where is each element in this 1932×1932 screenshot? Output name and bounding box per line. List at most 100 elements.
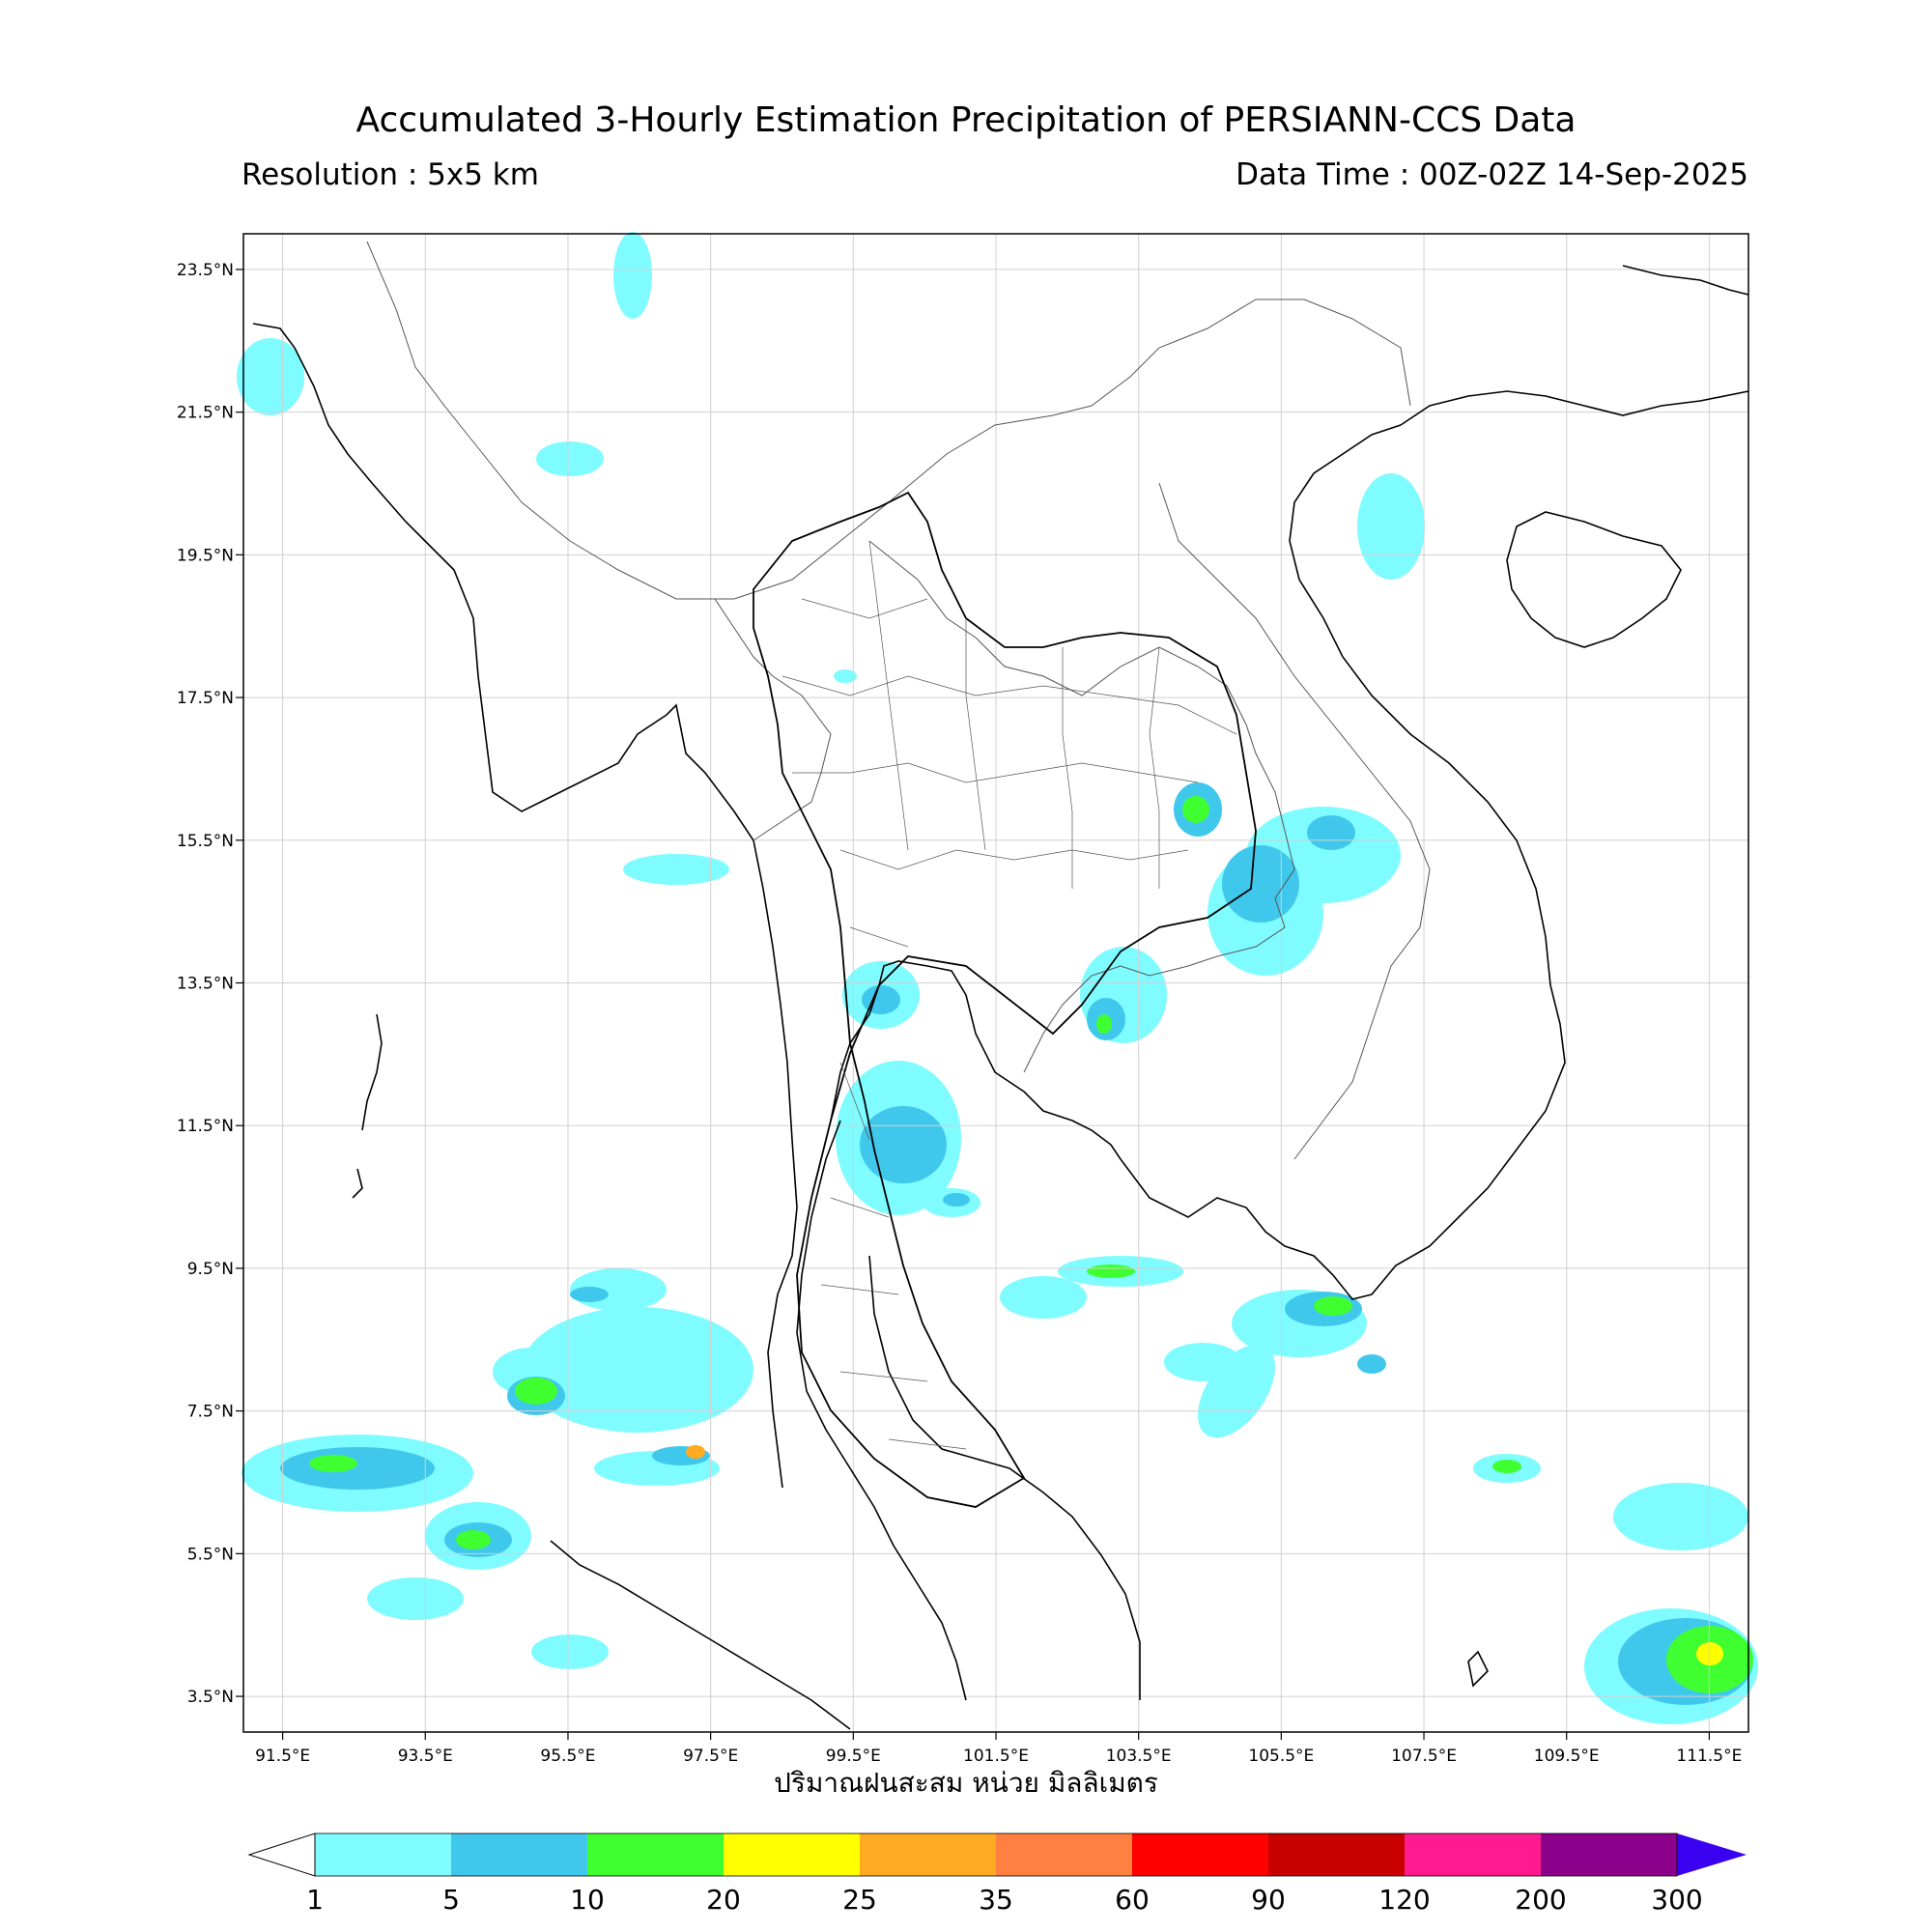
x-tick-label: 101.5°E xyxy=(963,1747,1029,1766)
x-tick-label: 107.5°E xyxy=(1391,1747,1457,1766)
y-tick-label: 3.5°N xyxy=(187,1688,234,1707)
rain-area xyxy=(531,1634,609,1669)
colorbar-label: 200 xyxy=(1515,1884,1566,1916)
colorbar-label: 20 xyxy=(706,1884,741,1916)
colorbar-label: 90 xyxy=(1251,1884,1286,1916)
rain-area xyxy=(1357,473,1425,580)
x-tick-label: 103.5°E xyxy=(1106,1747,1172,1766)
colorbar-segment xyxy=(1268,1833,1405,1876)
x-tick-label: 105.5°E xyxy=(1248,1747,1314,1766)
colorbar-segment xyxy=(451,1833,587,1876)
y-tick-label: 5.5°N xyxy=(187,1545,234,1564)
colorbar-label: 60 xyxy=(1115,1884,1150,1916)
colorbar-label: 10 xyxy=(570,1884,605,1916)
thailand-provinces xyxy=(781,540,1237,1450)
y-tick-label: 19.5°N xyxy=(177,546,234,565)
rain-area xyxy=(1182,796,1209,823)
rain-area xyxy=(834,669,857,683)
rain-area xyxy=(515,1378,557,1405)
rain-area xyxy=(237,338,304,415)
x-tick-label: 91.5°E xyxy=(255,1747,310,1766)
colorbar-segment xyxy=(1405,1833,1541,1876)
coastline-myanmar xyxy=(252,323,798,1489)
rain-area xyxy=(1492,1460,1521,1473)
x-tick-label: 111.5°E xyxy=(1676,1747,1742,1766)
border-layer xyxy=(366,241,1431,1160)
rain-area xyxy=(1096,1014,1112,1034)
x-axis-label: ปริมาณฝนสะสม หน่วย มิลลิเมตร xyxy=(774,1767,1158,1799)
colorbar-segment xyxy=(724,1833,860,1876)
rain-area xyxy=(367,1577,464,1620)
resolution-label: Resolution : 5x5 km xyxy=(242,157,539,192)
coastline-cambodia-vietnam xyxy=(1120,424,1566,1300)
colorbar-label: 300 xyxy=(1651,1884,1702,1916)
colorbar: 1 5 10 20 25 35 60 90 120 200 300 xyxy=(247,1833,1747,1916)
thailand-boundary xyxy=(753,491,1257,1508)
graticule xyxy=(243,234,1748,1732)
colorbar-over-arrow xyxy=(1677,1833,1747,1876)
x-tick-label: 95.5°E xyxy=(540,1747,595,1766)
colorbar-segment xyxy=(1132,1833,1268,1876)
colorbar-label: 1 xyxy=(306,1884,324,1916)
border-thai-myanmar xyxy=(714,598,832,841)
rain-area xyxy=(309,1455,357,1472)
colorbar-frame xyxy=(314,1833,1678,1877)
rain-area xyxy=(862,985,900,1014)
y-tick-label: 11.5°N xyxy=(177,1117,234,1136)
x-tick-label: 109.5°E xyxy=(1534,1747,1600,1766)
y-tick-label: 13.5°N xyxy=(177,975,234,994)
thailand-outline xyxy=(753,491,1257,1508)
coastline-sumatra xyxy=(550,1540,851,1730)
rain-area xyxy=(943,1193,970,1207)
x-tick-label: 97.5°E xyxy=(683,1747,738,1766)
colorbar-label: 120 xyxy=(1378,1884,1430,1916)
y-tick-label: 23.5°N xyxy=(177,261,234,280)
rain-area xyxy=(1222,845,1299,923)
rain-area xyxy=(613,232,652,319)
rain-area xyxy=(1357,1354,1386,1374)
coastline-peninsula-east xyxy=(868,1255,1141,1700)
rain-area xyxy=(280,1447,435,1490)
latitude-ticks: 23.5°N 21.5°N 19.5°N 17.5°N 15.5°N 13.5°N 11.5… xyxy=(177,261,243,1707)
colorbar-segment xyxy=(996,1833,1132,1876)
colorbar-label: 25 xyxy=(842,1884,877,1916)
x-tick-label: 93.5°E xyxy=(398,1747,453,1766)
border-laos-vietnam xyxy=(1158,482,1431,1160)
rain-area xyxy=(1087,1264,1135,1278)
colorbar-under-arrow xyxy=(247,1833,316,1877)
coastline-china-south xyxy=(1400,390,1749,426)
province-lines xyxy=(781,540,1237,1450)
rain-area xyxy=(570,1287,609,1302)
colorbar-segment xyxy=(587,1833,724,1876)
rain-area xyxy=(623,854,729,885)
border-thai-laos xyxy=(868,540,1295,967)
rain-area xyxy=(1314,1296,1352,1316)
y-tick-label: 9.5°N xyxy=(187,1260,234,1279)
rain-area xyxy=(686,1445,705,1459)
rain-area xyxy=(1696,1642,1723,1665)
rain-area xyxy=(456,1530,491,1549)
coastline-thai-gulf xyxy=(830,960,1122,1160)
colorbar-label: 35 xyxy=(979,1884,1013,1916)
border-cambodia-thai xyxy=(1023,965,1189,1073)
coastline-peninsula-west xyxy=(796,1120,967,1701)
y-tick-label: 21.5°N xyxy=(177,404,234,423)
colorbar-segment xyxy=(315,1833,451,1876)
rain-area xyxy=(1613,1483,1748,1550)
map-plot-area xyxy=(237,232,1758,1733)
coastline-borneo xyxy=(1467,1650,1489,1688)
rain-area xyxy=(1307,815,1355,850)
y-tick-label: 7.5°N xyxy=(187,1403,234,1422)
y-tick-label: 17.5°N xyxy=(177,689,234,708)
y-tick-label: 15.5°N xyxy=(177,832,234,851)
colorbar-segment xyxy=(1541,1833,1677,1876)
coastline-china-north xyxy=(1622,265,1749,296)
data-time-label: Data Time : 00Z-02Z 14-Sep-2025 xyxy=(1236,157,1748,192)
coastline-andaman-islands xyxy=(352,1013,383,1199)
coastline-layer xyxy=(252,265,1749,1730)
x-tick-label: 99.5°E xyxy=(826,1747,881,1766)
rain-area xyxy=(1198,1344,1275,1438)
rain-area xyxy=(522,1307,753,1433)
longitude-ticks: 91.5°E 93.5°E 95.5°E 97.5°E 99.5°E 101.5°E 103… xyxy=(255,1732,1742,1766)
